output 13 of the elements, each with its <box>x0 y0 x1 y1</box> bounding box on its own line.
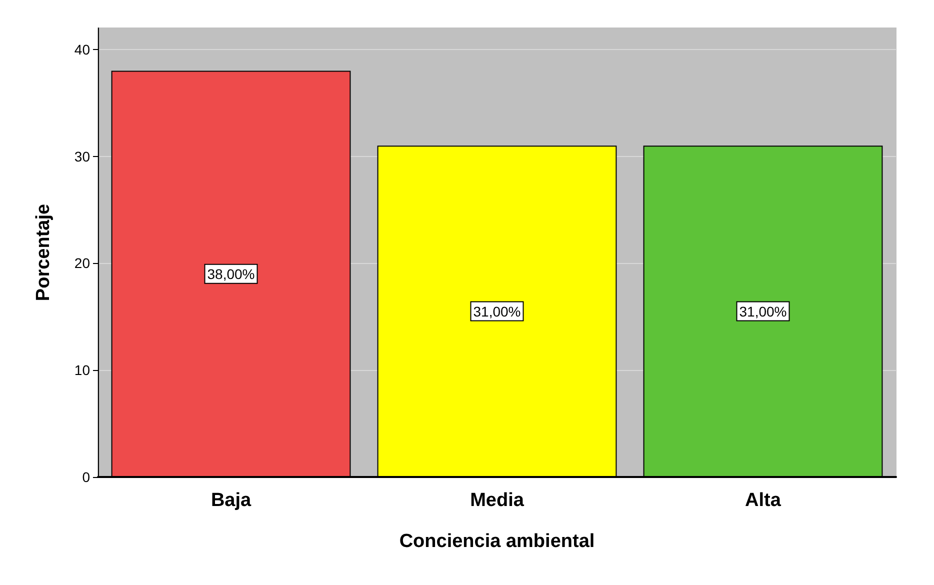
data-label: 38,00% <box>207 266 255 282</box>
data-label: 31,00% <box>739 303 787 320</box>
x-tick-label: Baja <box>210 490 252 511</box>
y-tick-label: 20 <box>74 255 90 272</box>
x-axis-title: Conciencia ambiental <box>399 531 595 552</box>
y-axis-title: Porcentaje <box>33 204 54 302</box>
y-tick-label: 10 <box>74 362 90 378</box>
data-label: 31,00% <box>473 303 521 320</box>
y-tick-label: 0 <box>82 469 90 485</box>
y-tick-label: 30 <box>74 148 90 164</box>
x-tick-label: Alta <box>745 490 782 511</box>
y-tick-label: 40 <box>74 41 90 58</box>
x-tick-label: Media <box>470 490 524 511</box>
